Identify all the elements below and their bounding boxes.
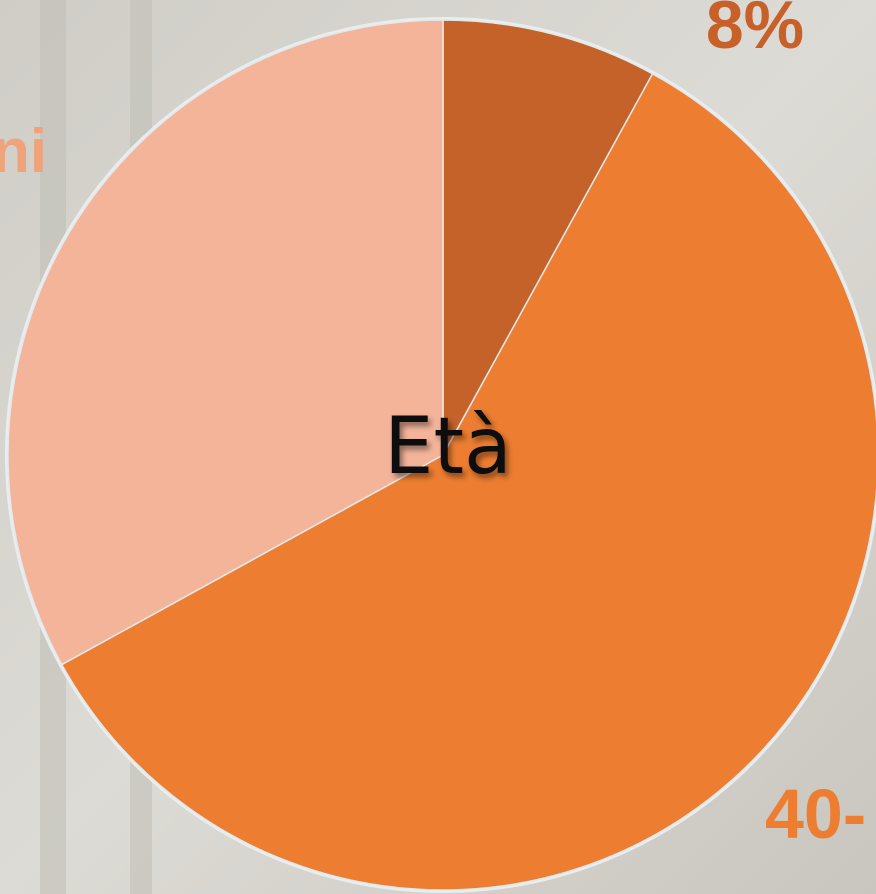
- pie-slice: [60, 72, 876, 891]
- pie-slice: [7, 19, 444, 666]
- annotation: ni: [0, 117, 47, 186]
- chart-title: Età: [384, 402, 512, 492]
- value-label: 8%: [706, 0, 804, 63]
- annotation: 40-: [765, 775, 866, 853]
- pie: [7, 19, 876, 891]
- pie-slice: [442, 19, 654, 456]
